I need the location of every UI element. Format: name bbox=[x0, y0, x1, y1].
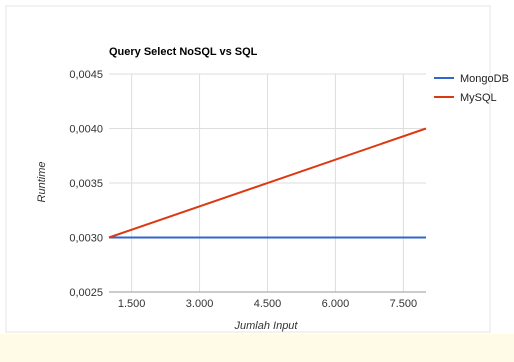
legend-label-mysql: MySQL bbox=[460, 92, 497, 104]
x-tick-label: 7.500 bbox=[390, 298, 418, 310]
x-tick-label: 6.000 bbox=[322, 298, 350, 310]
y-tick-label: 0,0045 bbox=[69, 69, 103, 81]
y-axis-title: Runtime bbox=[36, 162, 48, 203]
y-tick-label: 0,0040 bbox=[69, 124, 103, 136]
bottom-strip bbox=[0, 334, 514, 362]
tick-layer: 0,0025 0,0030 0,0035 0,0040 0,0045 1.500 3.000… bbox=[69, 69, 417, 310]
y-tick-label: 0,0025 bbox=[69, 287, 103, 299]
x-axis-title: Jumlah Input bbox=[234, 320, 299, 332]
chart-title: Query Select NoSQL vs SQL bbox=[109, 46, 258, 58]
series-layer bbox=[108, 127, 427, 239]
y-tick-label: 0,0030 bbox=[69, 233, 103, 245]
chart-panel-border bbox=[5, 5, 491, 333]
x-tick-label: 3.000 bbox=[186, 298, 214, 310]
series-line-mysql bbox=[108, 127, 427, 239]
y-tick-label: 0,0035 bbox=[69, 178, 103, 190]
legend-label-mongodb: MongoDB bbox=[460, 73, 509, 85]
x-tick-label: 4.500 bbox=[254, 298, 282, 310]
legend: MongoDB MySQL bbox=[434, 73, 509, 104]
x-tick-label: 1.500 bbox=[118, 298, 146, 310]
